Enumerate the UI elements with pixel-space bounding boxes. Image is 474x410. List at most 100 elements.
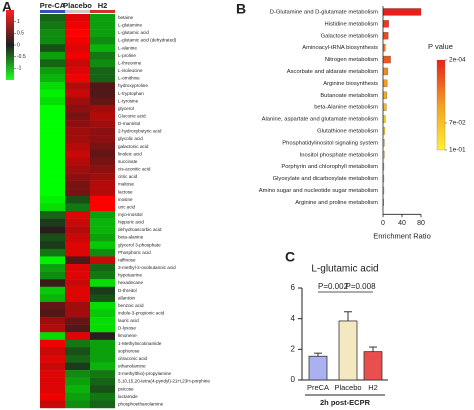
heatmap-cell [65,317,90,325]
heatmap-cell [90,256,115,265]
row-label: lactamide [118,394,138,399]
row-label: L-proline [118,53,136,58]
row-label: hexadecane [118,280,143,285]
heatmap-cell [65,294,90,303]
heatmap-cell [65,286,90,295]
heatmap-cell [90,142,115,151]
heatmap-cell [40,36,65,45]
heatmap-cell [65,180,90,189]
significance-label: P=0.002 [318,282,349,291]
colorbar-tick-label: 2e-04 [449,57,466,64]
y-tick-label: 4 [291,314,296,323]
row-label: galactonic acid [118,144,149,149]
row-label: psicose [118,386,134,391]
row-label: ethanolamine [118,364,146,369]
heatmap-cell [40,21,65,30]
y-tick-label: 0 [291,375,296,384]
heatmap-cell [65,248,90,257]
heatmap-cell [65,67,90,75]
bar [382,20,389,28]
row-label: citraconic acid [118,356,148,361]
x-axis-label: 2h post-ECPR [320,398,371,407]
heatmap-cell [65,354,90,363]
heatmap-cell [40,339,65,348]
row-label: inosine [118,197,133,202]
bar [382,8,422,16]
category-label: Butanoate metabolism [320,93,378,99]
heatmap-cell [90,377,115,386]
row-label: L-alanine [118,45,137,50]
heatmap-cell [40,142,65,151]
row-label: 3-methylthio)-propylamine [118,371,172,376]
heatmap-cell [40,279,65,287]
heatmap-cell [65,195,90,204]
heatmap-cell [65,256,90,265]
category-label: Inositol phosphate metabolism [300,152,378,158]
heatmap-cell [90,51,115,60]
heatmap-cell [90,127,115,136]
category-label: Alanine, aspartate and glutamate metabol… [262,117,378,123]
category-label: D-Glutamine and D-glutamate metabolism [270,9,378,15]
heatmap-cell [90,180,115,189]
category-label: Glyoxylate and dicarboxylate metabolism [273,176,379,182]
heatmap-cell [65,44,90,53]
heatmap-cell [40,309,65,318]
row-label: uric acid [118,204,136,209]
heatmap-cell [90,211,115,219]
row-label: glycerol [118,106,134,111]
x-tick-label: 40 [398,220,406,227]
x-axis-label: Enrichment Ratio [373,231,431,240]
colorbar-tick-label: -1 [17,66,22,72]
category-label: Arginine biosynthesis [323,81,378,87]
heatmap-cell [90,74,115,83]
colorbar [6,10,14,80]
heatmap-cell [40,89,65,98]
chart-title: L-glutamic acid [311,264,378,275]
column-label: H2 [98,1,108,10]
heatmap-cell [65,157,90,166]
heatmap-cell [65,264,90,272]
heatmap-cell [65,150,90,159]
row-label: hydroxyproline [118,83,148,88]
heatmap-cell [65,279,90,287]
heatmap-cell [40,59,65,68]
row-label: dehydroascorbic acid [118,227,162,232]
row-label: L-isoleucine [118,68,143,73]
bar [308,355,328,381]
heatmap-cell [65,173,90,181]
category-label: Histidine metabolism [325,21,379,27]
heatmap-cell [65,51,90,60]
row-label: phosphoethanolamine [118,401,164,406]
bar [382,79,388,87]
row-label: hippuric acid [118,220,144,225]
heatmap-cell [90,203,115,212]
category-label: beta-Alanine metabolism [314,105,378,111]
colorbar-tick-label: 1e-01 [449,147,466,154]
heatmap-cell [40,127,65,136]
heatmap-cell [90,29,115,37]
heatmap-cell [90,362,115,371]
heatmap-cell [40,104,65,113]
heatmap-cell [90,324,115,333]
category-label: Aminoacyl-tRNA biosynthesis [302,45,378,51]
row-label: lactose [118,189,133,194]
category-label: Phosphatidylinositol signaling system [282,140,378,146]
heatmap-cell [40,74,65,83]
heatmap-cell [90,112,115,121]
heatmap-cell [40,211,65,219]
heatmap-cell [40,324,65,333]
heatmap-cell [90,157,115,166]
heatmap-cell [40,294,65,303]
heatmap-cell [90,173,115,181]
column-label: Placebo [63,1,92,10]
heatmap-cell [90,354,115,363]
heatmap-cell [65,233,90,242]
row-label: 3-methyl-2-oxobutanoic acid [118,265,176,270]
heatmap-cell [90,385,115,394]
heatmap-cell [40,248,65,257]
column-group-bar [40,10,65,13]
row-label: glycolic acid [118,136,143,141]
heatmap-cell [40,165,65,174]
heatmap-cell [40,14,65,22]
column-group-bar [65,10,90,13]
